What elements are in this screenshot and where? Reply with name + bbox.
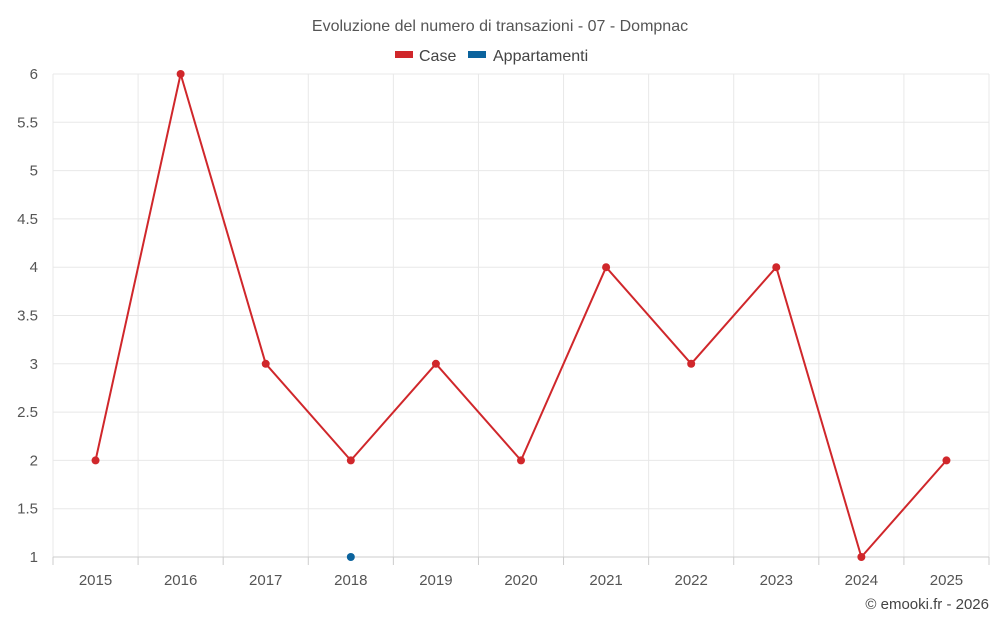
grid (52, 73, 990, 557)
data-point-case[interactable] (602, 263, 611, 272)
data-point-case[interactable] (687, 359, 696, 368)
series-case (91, 70, 951, 561)
data-point-case[interactable] (857, 553, 866, 561)
chart-title: Evoluzione del numero di transazioni - 0… (312, 18, 688, 35)
data-point-case[interactable] (176, 70, 185, 78)
x-tick-label: 2016 (164, 572, 197, 589)
legend-label-appartamenti: Appartamenti (493, 48, 588, 65)
series (91, 70, 951, 561)
y-tick-label: 1.5 (17, 501, 38, 518)
x-tick-label: 2019 (419, 572, 452, 589)
data-point-appartamenti[interactable] (346, 553, 355, 561)
legend-item-case[interactable]: Case (395, 48, 456, 65)
y-tick-label: 5 (30, 163, 38, 180)
data-point-case[interactable] (517, 456, 525, 465)
x-tick-label: 2015 (79, 572, 112, 589)
y-tick-label: 2.5 (17, 404, 38, 421)
series-appartamenti (346, 553, 355, 561)
legend-item-appartamenti[interactable]: Appartamenti (468, 48, 588, 65)
x-tick-label: 2018 (334, 572, 367, 589)
y-tick-label: 4 (30, 259, 38, 276)
x-tick-label: 2020 (504, 572, 537, 589)
x-tick-label: 2021 (589, 572, 622, 589)
legend-swatch-appartamenti (468, 51, 486, 58)
y-tick-label: 3 (30, 356, 38, 373)
credit-text: © emooki.fr - 2026 (865, 596, 989, 613)
data-point-case[interactable] (942, 456, 951, 465)
legend-swatch-case (395, 51, 413, 58)
data-point-case[interactable] (346, 456, 355, 465)
x-tick-label: 2025 (930, 572, 963, 589)
y-tick-label: 5.5 (17, 114, 38, 131)
y-tick-label: 4.5 (17, 211, 38, 228)
data-point-case[interactable] (772, 263, 781, 272)
y-tick-label: 1 (30, 549, 38, 566)
legend: Case Appartamenti (395, 48, 588, 65)
data-point-case[interactable] (431, 359, 440, 368)
x-tick-label: 2024 (845, 572, 878, 589)
x-tick-label: 2023 (760, 572, 793, 589)
x-tick-label: 2017 (249, 572, 282, 589)
legend-label-case: Case (419, 48, 456, 65)
y-tick-label: 3.5 (17, 308, 38, 325)
y-tick-label: 2 (30, 452, 38, 469)
axes: 1 1.5 2 2.5 3 3.5 4 4.5 5 5.5 6 2015 2016 2017 2018 201… (17, 66, 990, 589)
y-tick-label: 6 (30, 66, 38, 83)
data-point-case[interactable] (261, 359, 270, 368)
data-point-case[interactable] (91, 456, 100, 465)
x-tick-label: 2022 (674, 572, 707, 589)
